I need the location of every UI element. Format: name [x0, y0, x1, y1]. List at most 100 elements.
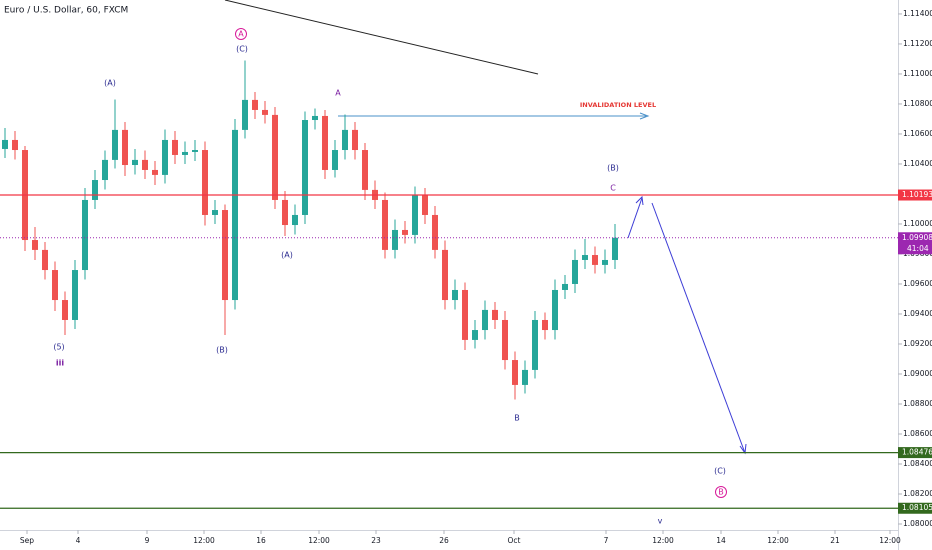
- y-tick-label: 1.10000: [903, 219, 932, 228]
- annotation-circle: [235, 28, 247, 40]
- candle-body: [502, 319, 508, 361]
- annotation-circle: [715, 486, 727, 498]
- wave-label: (C): [236, 45, 248, 54]
- wave-label: (A): [104, 79, 116, 88]
- candle-body: [492, 309, 498, 320]
- candle-body: [132, 159, 138, 166]
- candle-body: [412, 195, 418, 235]
- candle-body: [522, 369, 528, 385]
- wave-label: (B): [216, 346, 228, 355]
- candle-body: [222, 210, 228, 301]
- price-label: 1.10193: [902, 190, 932, 199]
- candle-body: [232, 129, 238, 301]
- candle-body: [432, 214, 438, 250]
- x-tick-label: 12:00: [652, 536, 674, 545]
- candle-body: [602, 259, 608, 265]
- invalidation-arrow: [639, 112, 650, 120]
- y-tick-label: 1.11000: [903, 69, 932, 78]
- candle-body: [312, 115, 318, 121]
- candle-body: [262, 109, 268, 115]
- projection-arrow: [635, 195, 644, 206]
- x-tick-label: 23: [371, 536, 381, 545]
- candle-body: [512, 360, 518, 385]
- price-label-box: [898, 232, 932, 255]
- candle-body: [552, 289, 558, 331]
- wave-label: iii: [56, 359, 64, 368]
- price-label-box: [898, 502, 932, 514]
- candle-body: [2, 139, 8, 149]
- candle-body: [342, 129, 348, 151]
- countdown-label: 41:04: [907, 244, 929, 253]
- wave-label: (B): [607, 164, 619, 173]
- y-tick-label: 1.09000: [903, 369, 932, 378]
- candle-body: [592, 255, 598, 265]
- x-tick-label: 12:00: [767, 536, 789, 545]
- y-tick-label: 1.09200: [903, 339, 932, 348]
- candle-body: [112, 129, 118, 160]
- candle-body: [162, 139, 168, 175]
- candle-body: [452, 289, 458, 301]
- y-tick-label: 1.09600: [903, 279, 932, 288]
- candle-body: [352, 129, 358, 151]
- candle-body: [332, 150, 338, 170]
- candle-body: [82, 199, 88, 271]
- candle-body: [302, 120, 308, 215]
- price-label-box: [898, 189, 932, 201]
- candle-body: [92, 180, 98, 200]
- x-tick-label: Sep: [20, 536, 34, 545]
- price-label: 1.08476: [902, 448, 932, 457]
- y-tick-label: 1.08000: [903, 519, 932, 528]
- wave-label: (5): [53, 343, 64, 352]
- x-tick-label: 26: [439, 536, 449, 545]
- candle-body: [62, 300, 68, 320]
- candle-body: [212, 210, 218, 215]
- projection-line: [651, 202, 746, 454]
- candle-body: [322, 115, 328, 170]
- candle-body: [12, 139, 18, 151]
- candle-body: [282, 199, 288, 226]
- x-tick-label: 16: [256, 536, 266, 545]
- wave-label: INVALIDATION LEVEL: [580, 101, 656, 109]
- candle-body: [192, 150, 198, 152]
- candle-body: [362, 150, 368, 190]
- x-tick-label: 12:00: [879, 536, 901, 545]
- wave-label: B: [718, 488, 724, 497]
- wave-label: (C): [714, 467, 726, 476]
- x-tick-label: 12:00: [308, 536, 330, 545]
- x-tick-label: Oct: [508, 536, 521, 545]
- wave-label: v: [658, 517, 663, 526]
- candle-body: [32, 240, 38, 250]
- candle-body: [182, 151, 188, 155]
- y-tick-label: 1.11400: [903, 9, 932, 18]
- candle-body: [482, 309, 488, 331]
- candle-body: [242, 99, 248, 130]
- x-tick-label: 12:00: [193, 536, 215, 545]
- y-tick-label: 1.10600: [903, 129, 932, 138]
- projection-line: [627, 197, 643, 239]
- chart-title: Euro / U.S. Dollar, 60, FXCM: [4, 6, 128, 16]
- candle-body: [442, 249, 448, 301]
- candle-body: [422, 195, 428, 215]
- y-tick-label: 1.08800: [903, 399, 932, 408]
- candle-body: [582, 255, 588, 260]
- y-tick-label: 1.08200: [903, 489, 932, 498]
- wave-label: B: [514, 414, 520, 423]
- candle-body: [52, 270, 58, 301]
- wave-label: A: [238, 30, 244, 39]
- candle-body: [152, 169, 158, 175]
- y-tick-label: 1.08400: [903, 459, 932, 468]
- x-tick-label: 4: [76, 536, 81, 545]
- y-tick-label: 1.10800: [903, 99, 932, 108]
- x-tick-label: 14: [716, 536, 726, 545]
- candle-body: [472, 330, 478, 340]
- candle-body: [202, 150, 208, 215]
- wave-label: (A): [281, 251, 293, 260]
- candle-body: [172, 139, 178, 155]
- y-tick-label: 1.10400: [903, 159, 932, 168]
- wave-label: C: [610, 184, 616, 193]
- candle-body: [102, 159, 108, 181]
- x-tick-label: 7: [604, 536, 609, 545]
- candle-body: [392, 229, 398, 250]
